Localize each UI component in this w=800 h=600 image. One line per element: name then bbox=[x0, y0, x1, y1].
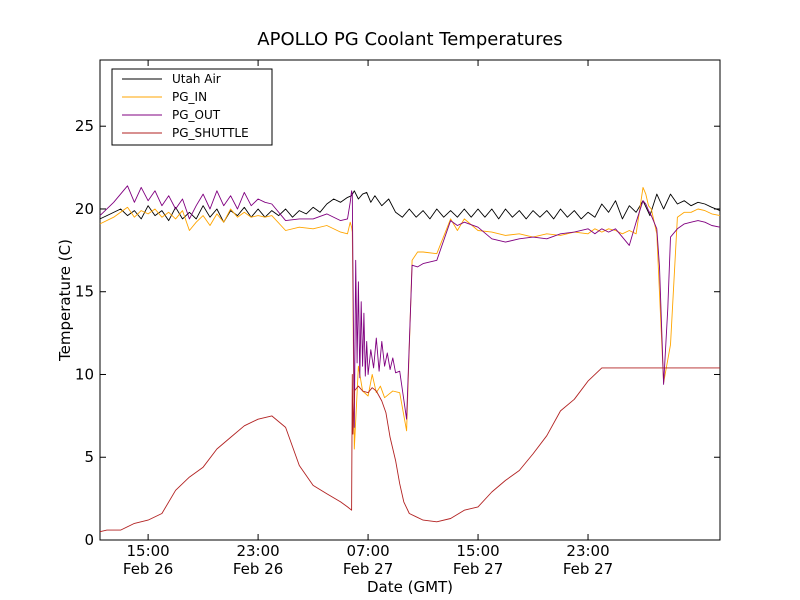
series-line-pg-shuttle bbox=[99, 367, 720, 533]
x-tick-time-label: 15:00 bbox=[456, 542, 499, 560]
series-layer bbox=[99, 185, 721, 533]
series-line-utah-air bbox=[99, 190, 721, 223]
y-tick-label: 5 bbox=[84, 448, 94, 466]
x-tick-date-label: Feb 27 bbox=[343, 560, 393, 578]
legend-label-pg-out: PG_OUT bbox=[172, 108, 221, 122]
x-tick-date-label: Feb 27 bbox=[453, 560, 503, 578]
chart-title: APOLLO PG Coolant Temperatures bbox=[257, 29, 562, 50]
y-axis-label: Temperature (C) bbox=[56, 239, 74, 362]
legend-box bbox=[111, 68, 273, 146]
series-line-pg-out bbox=[99, 185, 721, 428]
x-tick-time-label: 23:00 bbox=[236, 542, 279, 560]
x-tick-time-label: 23:00 bbox=[566, 542, 609, 560]
x-tick-date-label: Feb 27 bbox=[563, 560, 613, 578]
x-tick-time-label: 15:00 bbox=[126, 542, 169, 560]
y-tick-label: 0 bbox=[84, 531, 94, 549]
legend: Utah Air PG_IN PG_OUT PG_SHUTTLE bbox=[111, 68, 273, 146]
y-tick-label: 25 bbox=[75, 117, 94, 135]
y-tick-label: 15 bbox=[75, 283, 94, 301]
y-tick-label: 10 bbox=[75, 365, 94, 383]
y-tick-label: 20 bbox=[75, 200, 94, 218]
legend-label-pg-in: PG_IN bbox=[172, 90, 207, 104]
x-axis-label: Date (GMT) bbox=[367, 578, 453, 596]
x-tick-date-label: Feb 26 bbox=[233, 560, 283, 578]
legend-label-utah-air: Utah Air bbox=[172, 72, 221, 86]
x-tick-date-label: Feb 26 bbox=[123, 560, 173, 578]
x-tick-time-label: 07:00 bbox=[346, 542, 389, 560]
legend-label-pg-shuttle: PG_SHUTTLE bbox=[172, 126, 249, 140]
